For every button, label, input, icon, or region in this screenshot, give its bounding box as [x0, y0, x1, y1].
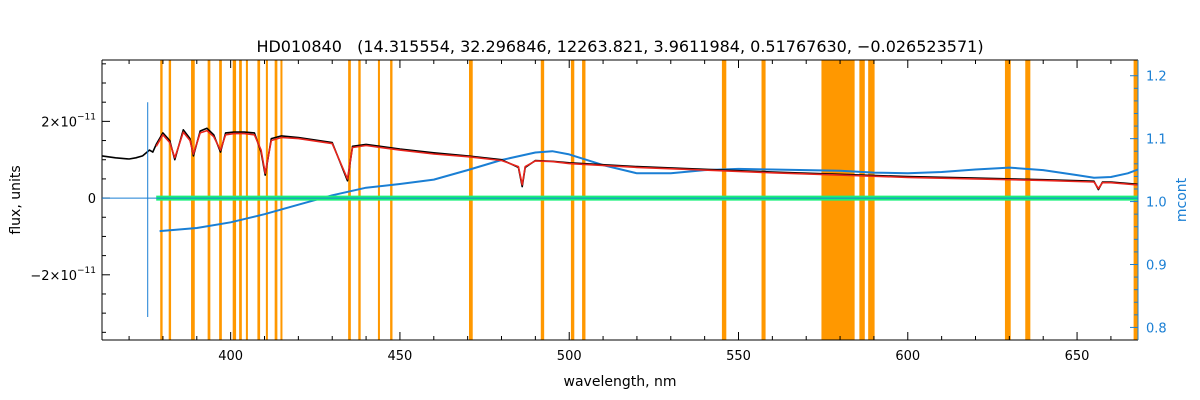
- series-model: [155, 129, 1139, 190]
- y2-tick-label: 0.9: [1146, 258, 1167, 273]
- x-tick-label: 600: [895, 349, 920, 364]
- y2-axis-label: mcont: [1174, 177, 1190, 222]
- axes: 400 450 500 550 600 650 2×10−11 0 −2×10−11 0.8 0.9…: [30, 59, 1167, 364]
- x-axis-label: wavelength, nm: [564, 374, 677, 390]
- x-tick-label: 500: [557, 349, 582, 364]
- y2-tick-label: 1.0: [1146, 196, 1167, 211]
- y-axis-label: flux, units: [8, 165, 24, 234]
- y-tick-label: 0: [88, 192, 96, 207]
- y-tick-label: −2×10−11: [30, 266, 96, 284]
- x-tick-label: 450: [388, 349, 413, 364]
- x-tick-label: 550: [726, 349, 751, 364]
- chart-title: HD010840 (14.315554, 32.296846, 12263.82…: [256, 37, 983, 56]
- y2-tick-label: 1.1: [1146, 133, 1167, 148]
- x-tick-label: 650: [1065, 349, 1090, 364]
- series-mcont: [159, 150, 1139, 233]
- y-tick-label: 2×10−11: [41, 112, 96, 130]
- y2-tick-label: 0.8: [1146, 321, 1167, 336]
- y2-tick-label: 1.2: [1146, 70, 1167, 85]
- x-tick-label: 400: [218, 349, 243, 364]
